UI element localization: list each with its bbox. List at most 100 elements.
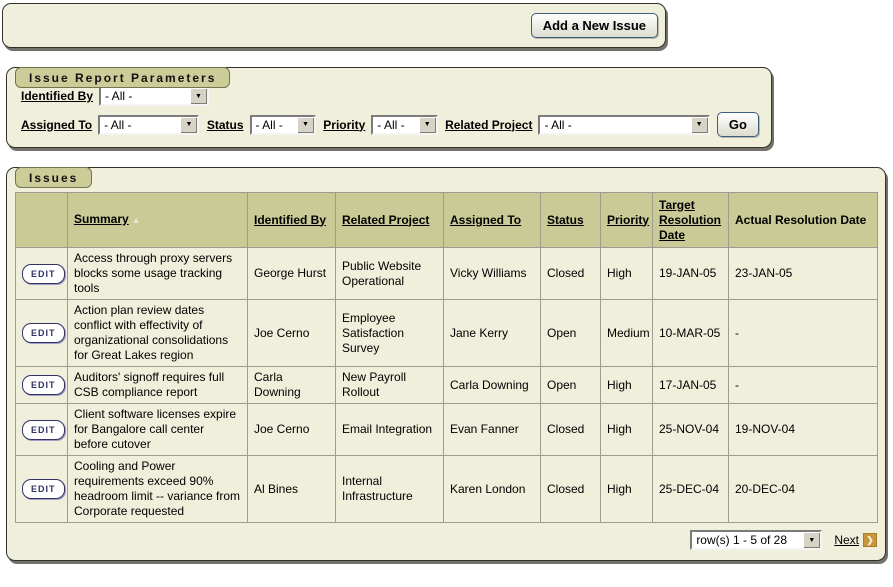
summary-column-header: Summary ▲: [67, 192, 248, 248]
identified-by-sort-link[interactable]: Identified By: [254, 212, 327, 227]
dropdown-arrow-icon: ▼: [296, 116, 314, 133]
priority-cell: High: [600, 403, 653, 456]
priority-cell: Medium: [600, 299, 653, 367]
next-arrow-icon: ❯: [863, 533, 877, 547]
status-label[interactable]: Status: [206, 117, 244, 132]
next-label: Next: [834, 533, 859, 547]
status-cell: Closed: [540, 455, 601, 523]
target-resolution-date-column-header: Target Resolution Date: [652, 192, 729, 248]
status-cell: Open: [540, 366, 601, 404]
related-project-cell: Internal Infrastructure: [335, 455, 444, 523]
actual-resolution-date-column-header: Actual Resolution Date: [728, 192, 878, 248]
assigned-to-value: - All -: [104, 117, 132, 132]
go-button[interactable]: Go: [716, 112, 759, 137]
issues-table: Summary ▲ Identified By Related Project A…: [15, 192, 878, 523]
assigned-to-sort-link[interactable]: Assigned To: [450, 212, 522, 227]
actual-resolution-date-label: Actual Resolution Date: [735, 212, 867, 227]
summary-sort-link[interactable]: Summary: [74, 212, 129, 226]
summary-cell: Auditors' signoff requires full CSB comp…: [67, 366, 248, 404]
edit-column-header: [15, 192, 68, 248]
assigned-to-select[interactable]: - All - ▼: [98, 114, 200, 135]
edit-cell: EDIT: [15, 299, 68, 367]
identified-by-column-header: Identified By: [247, 192, 336, 248]
sort-ascending-icon: ▲: [131, 215, 141, 225]
priority-label[interactable]: Priority: [323, 117, 366, 132]
table-row: EDIT Access through proxy servers blocks …: [15, 247, 878, 300]
region-title: Issue Report Parameters: [15, 67, 231, 88]
filter-row-1: Identified By - All - ▼: [21, 86, 759, 106]
dropdown-arrow-icon: ▼: [190, 88, 208, 104]
table-header-row: Summary ▲ Identified By Related Project A…: [15, 192, 878, 248]
identified-by-cell: Joe Cerno: [247, 403, 336, 456]
related-project-column-header: Related Project: [335, 192, 444, 248]
summary-cell: Action plan review dates conflict with e…: [67, 299, 248, 367]
target-resolution-date-sort-link[interactable]: Target Resolution Date: [659, 197, 721, 242]
target-resolution-date-cell: 25-NOV-04: [652, 403, 729, 456]
target-resolution-date-cell: 10-MAR-05: [652, 299, 729, 367]
target-resolution-date-cell: 19-JAN-05: [652, 247, 729, 300]
actual-resolution-date-cell: 23-JAN-05: [728, 247, 878, 300]
priority-cell: High: [600, 247, 653, 300]
status-select[interactable]: - All - ▼: [249, 114, 316, 135]
related-project-label[interactable]: Related Project: [445, 117, 533, 132]
status-cell: Open: [540, 299, 601, 367]
related-project-cell: Employee Satisfaction Survey: [335, 299, 444, 367]
pagination-bar: row(s) 1 - 5 of 28 ▼ Next ❯: [15, 530, 877, 550]
identified-by-select[interactable]: - All - ▼: [99, 86, 210, 106]
identified-by-cell: George Hurst: [247, 247, 336, 300]
actual-resolution-date-cell: -: [728, 299, 878, 367]
edit-button[interactable]: EDIT: [22, 323, 65, 343]
status-sort-link[interactable]: Status: [547, 212, 584, 227]
priority-sort-link[interactable]: Priority: [607, 212, 650, 227]
edit-cell: EDIT: [15, 403, 68, 456]
summary-cell: Cooling and Power requirements exceed 90…: [67, 455, 248, 523]
status-cell: Closed: [540, 403, 601, 456]
row-range-value: row(s) 1 - 5 of 28: [696, 533, 788, 547]
dropdown-arrow-icon: ▼: [418, 116, 436, 133]
next-page-link[interactable]: Next ❯: [834, 533, 877, 547]
edit-button[interactable]: EDIT: [22, 479, 65, 499]
identified-by-label[interactable]: Identified By: [21, 89, 94, 103]
edit-button[interactable]: EDIT: [22, 419, 65, 440]
related-project-cell: New Payroll Rollout: [335, 366, 444, 404]
target-resolution-date-cell: 25-DEC-04: [652, 455, 729, 523]
add-new-issue-button[interactable]: Add a New Issue: [530, 13, 658, 38]
edit-button[interactable]: EDIT: [22, 375, 65, 395]
assigned-to-column-header: Assigned To: [443, 192, 541, 248]
edit-cell: EDIT: [15, 455, 68, 523]
issues-table-body: EDIT Access through proxy servers blocks …: [15, 247, 878, 523]
summary-cell: Access through proxy servers blocks some…: [67, 247, 248, 300]
identified-by-cell: Carla Downing: [247, 366, 336, 404]
assigned-to-cell: Karen London: [443, 455, 541, 523]
priority-cell: High: [600, 366, 653, 404]
assigned-to-cell: Jane Kerry: [443, 299, 541, 367]
priority-cell: High: [600, 455, 653, 523]
identified-by-cell: Al Bines: [247, 455, 336, 523]
status-column-header: Status: [540, 192, 601, 248]
edit-cell: EDIT: [15, 366, 68, 404]
edit-button[interactable]: EDIT: [22, 263, 65, 284]
priority-select[interactable]: - All - ▼: [371, 114, 438, 135]
related-project-value: - All -: [544, 117, 572, 132]
related-project-sort-link[interactable]: Related Project: [342, 212, 430, 227]
priority-value: - All -: [377, 117, 405, 132]
target-resolution-date-cell: 17-JAN-05: [652, 366, 729, 404]
priority-column-header: Priority: [600, 192, 653, 248]
actual-resolution-date-cell: 20-DEC-04: [728, 455, 878, 523]
actual-resolution-date-cell: 19-NOV-04: [728, 403, 878, 456]
assigned-to-cell: Evan Fanner: [443, 403, 541, 456]
row-range-select[interactable]: row(s) 1 - 5 of 28 ▼: [690, 530, 823, 550]
issue-report-parameters-region: Issue Report Parameters Identified By - …: [6, 67, 772, 148]
summary-cell: Client software licenses expire for Bang…: [67, 403, 248, 456]
assigned-to-cell: Vicky Williams: [443, 247, 541, 300]
status-value: - All -: [255, 117, 283, 132]
status-cell: Closed: [540, 247, 601, 300]
assigned-to-label[interactable]: Assigned To: [21, 117, 93, 132]
related-project-cell: Email Integration: [335, 403, 444, 456]
dropdown-arrow-icon: ▼: [803, 532, 821, 548]
actual-resolution-date-cell: -: [728, 366, 878, 404]
table-row: EDIT Auditors' signoff requires full CSB …: [15, 366, 878, 404]
identified-by-cell: Joe Cerno: [247, 299, 336, 367]
filter-row-2: Assigned To - All - ▼ Status - All - ▼ P…: [21, 112, 759, 137]
related-project-select[interactable]: - All - ▼: [538, 114, 710, 135]
